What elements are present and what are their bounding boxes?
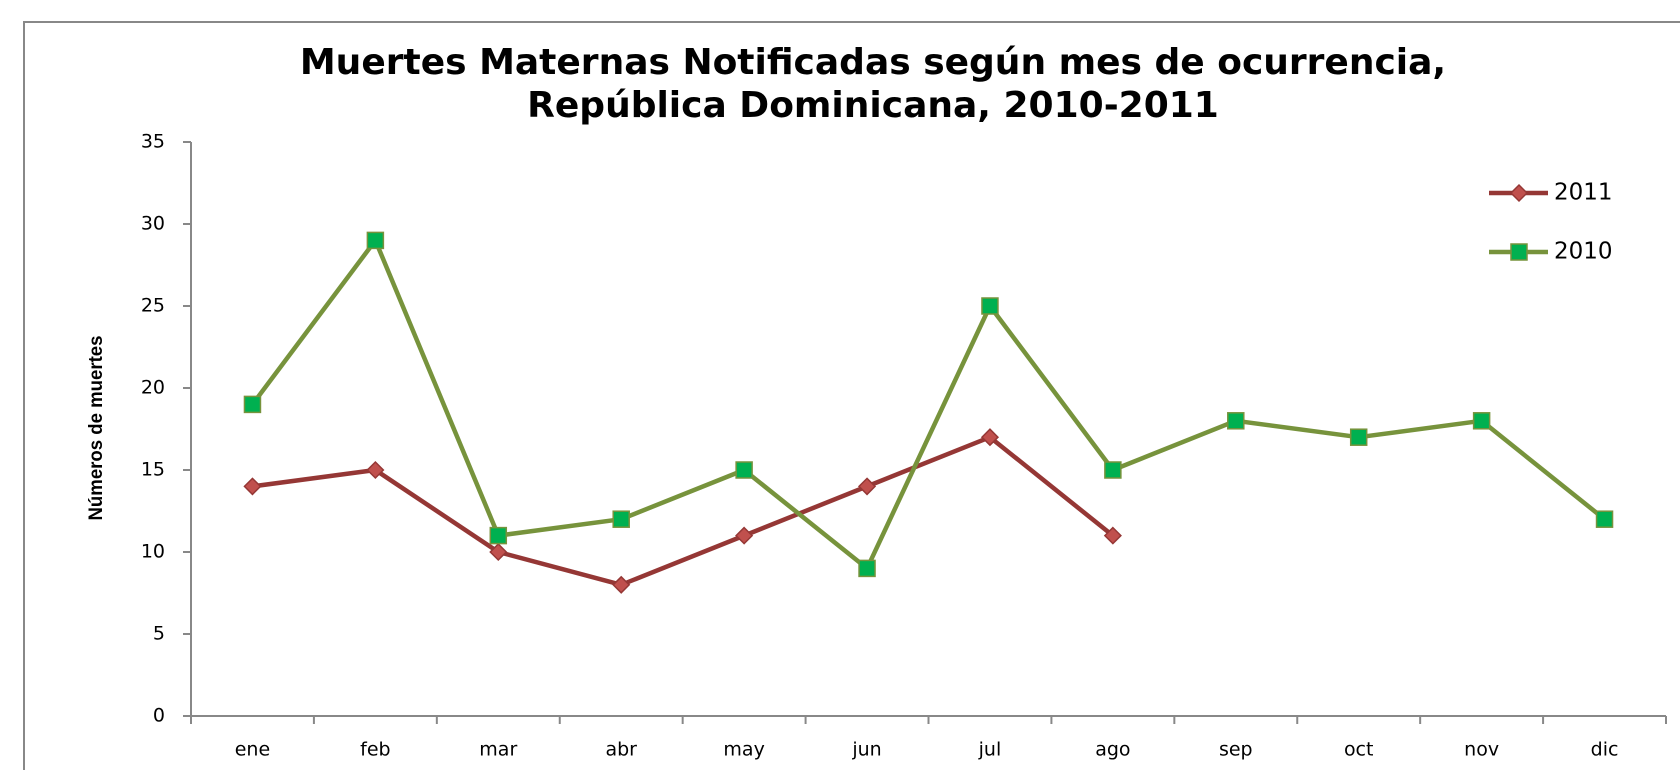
series-line: [252, 434, 1115, 588]
legend-marker: [1510, 243, 1528, 261]
y-tick-label: 25: [141, 295, 165, 317]
data-point: [366, 231, 385, 250]
data-point: [981, 297, 999, 315]
x-tick-label: jun: [851, 739, 881, 761]
data-point: [489, 542, 508, 562]
x-tick-label: may: [723, 739, 764, 761]
x-tick-label: nov: [1464, 739, 1499, 761]
x-tick-label: jul: [978, 739, 1002, 761]
data-point: [243, 395, 262, 414]
y-tick-label: 20: [141, 377, 165, 399]
x-tick-label: mar: [479, 739, 517, 761]
legend-marker: [1509, 183, 1529, 203]
x-tick-label: ago: [1095, 739, 1130, 761]
chart-title: Muertes Maternas Notificadas según mes d…: [300, 42, 1446, 83]
x-tick-label: sep: [1219, 739, 1253, 761]
data-point: [1104, 461, 1122, 479]
x-tick-label: oct: [1344, 739, 1374, 761]
y-tick-label: 30: [141, 213, 165, 235]
y-tick-label: 10: [141, 541, 165, 563]
x-tick-label: dic: [1591, 739, 1619, 761]
chart-subtitle: República Dominicana, 2010-2011: [527, 85, 1219, 126]
data-point: [858, 559, 876, 578]
legend-label: 2011: [1554, 180, 1613, 206]
data-point: [857, 477, 877, 496]
data-point: [1349, 428, 1368, 446]
y-tick-label: 5: [153, 623, 165, 645]
x-tick-label: abr: [605, 739, 637, 761]
data-point: [243, 477, 262, 496]
x-tick-label: ene: [235, 739, 270, 761]
legend-label: 2010: [1554, 239, 1613, 265]
chart-frame: [23, 21, 1680, 770]
y-axis-title: Números de muertes: [86, 336, 107, 521]
data-point: [1103, 526, 1122, 545]
y-tick-label: 35: [141, 131, 165, 153]
data-point: [1472, 412, 1491, 430]
data-point: [735, 461, 753, 479]
data-point: [1595, 510, 1614, 528]
data-point: [980, 428, 1000, 447]
x-tick-label: feb: [360, 739, 390, 761]
y-tick-label: 0: [153, 705, 165, 727]
data-point: [612, 575, 631, 594]
data-point: [612, 510, 630, 528]
data-point: [366, 460, 385, 480]
series-line: [250, 238, 1606, 571]
data-point: [735, 526, 754, 545]
data-point: [1227, 412, 1245, 430]
data-point: [489, 526, 508, 545]
y-tick-label: 15: [141, 459, 165, 481]
